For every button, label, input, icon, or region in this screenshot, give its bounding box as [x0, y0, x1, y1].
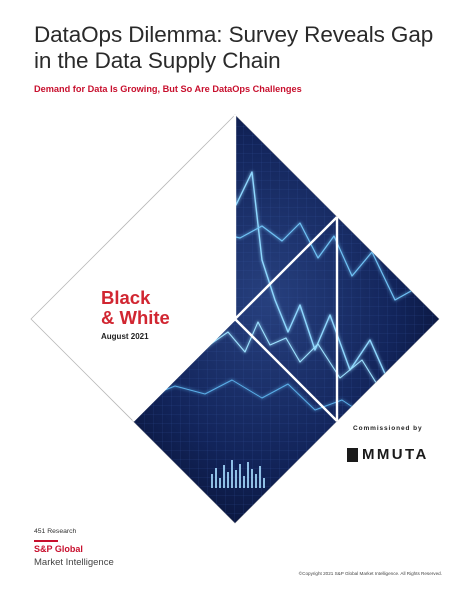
logo-mark-icon: [347, 447, 358, 462]
brand-name: S&P Global: [34, 544, 83, 554]
series-name: Black & White: [101, 288, 170, 328]
series-name-line2: & White: [101, 307, 170, 328]
series-name-line1: Black: [101, 287, 151, 308]
commissioned-label: Commissioned by: [353, 425, 423, 432]
logo-wordmark: MMUTA: [362, 446, 429, 463]
volume-bars: [211, 460, 265, 488]
publish-date: August 2021: [101, 332, 149, 341]
report-title: DataOps Dilemma: Survey Reveals Gap in t…: [34, 22, 434, 73]
copyright-notice: ©Copyright 2021 S&P Global Market Intell…: [298, 571, 442, 576]
research-label: 451 Research: [34, 528, 77, 535]
immuta-logo: MMUTA: [347, 446, 429, 463]
report-subtitle: Demand for Data Is Growing, But So Are D…: [34, 84, 302, 94]
panel-separators: [132, 115, 339, 422]
brand-rule: [34, 540, 58, 542]
brand-subname: Market Intelligence: [34, 557, 114, 568]
trend-line: [139, 379, 373, 421]
